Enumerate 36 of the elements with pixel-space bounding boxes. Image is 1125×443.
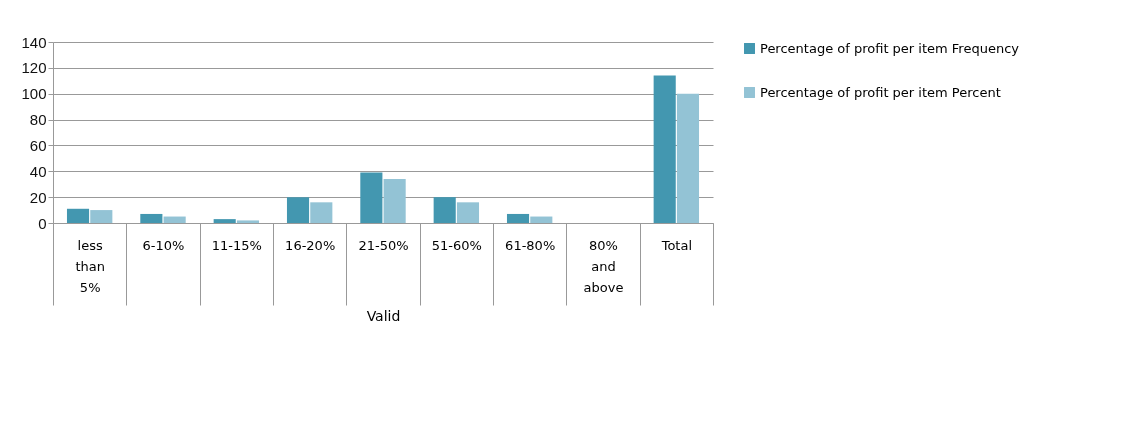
y-tick-label: 60 bbox=[29, 136, 47, 154]
legend-label: Percentage of profit per item Frequency bbox=[760, 40, 1020, 56]
bar bbox=[236, 220, 260, 223]
bar bbox=[213, 219, 236, 223]
y-tick-label: 100 bbox=[21, 85, 47, 103]
bar bbox=[66, 208, 90, 223]
x-tick-label: 11-15% bbox=[211, 237, 262, 253]
bar bbox=[653, 75, 676, 223]
bar bbox=[140, 213, 163, 223]
bar bbox=[506, 213, 530, 223]
y-tick-label: 80 bbox=[29, 111, 47, 129]
x-tick-label: 51-60% bbox=[431, 237, 482, 253]
bar bbox=[433, 197, 456, 223]
legend-label: Percentage of profit per item Percent bbox=[760, 84, 1001, 100]
bar bbox=[90, 210, 113, 223]
y-tick-label: 40 bbox=[29, 162, 47, 180]
y-tick-label: 140 bbox=[21, 33, 47, 51]
x-tick-label: 80% and above bbox=[583, 237, 624, 295]
bar bbox=[530, 216, 553, 223]
bar bbox=[360, 172, 383, 223]
x-tick-label: 61-80% bbox=[505, 237, 556, 253]
x-tick-label: 16-20% bbox=[285, 237, 336, 253]
y-tick-label: 20 bbox=[29, 188, 47, 206]
x-tick-label: less than 5% bbox=[75, 237, 105, 295]
bar bbox=[163, 216, 186, 223]
bar bbox=[383, 179, 406, 223]
x-axis-title: Valid bbox=[366, 308, 401, 324]
x-tick-label: 21-50% bbox=[358, 237, 409, 253]
y-tick-label: 0 bbox=[38, 214, 47, 232]
bar bbox=[286, 197, 310, 223]
bar bbox=[676, 93, 700, 223]
bar bbox=[456, 202, 480, 223]
x-tick-label: Total bbox=[660, 237, 693, 253]
y-tick-label: 120 bbox=[21, 59, 47, 77]
bar bbox=[310, 202, 333, 223]
x-tick-label: 6-10% bbox=[142, 237, 185, 253]
